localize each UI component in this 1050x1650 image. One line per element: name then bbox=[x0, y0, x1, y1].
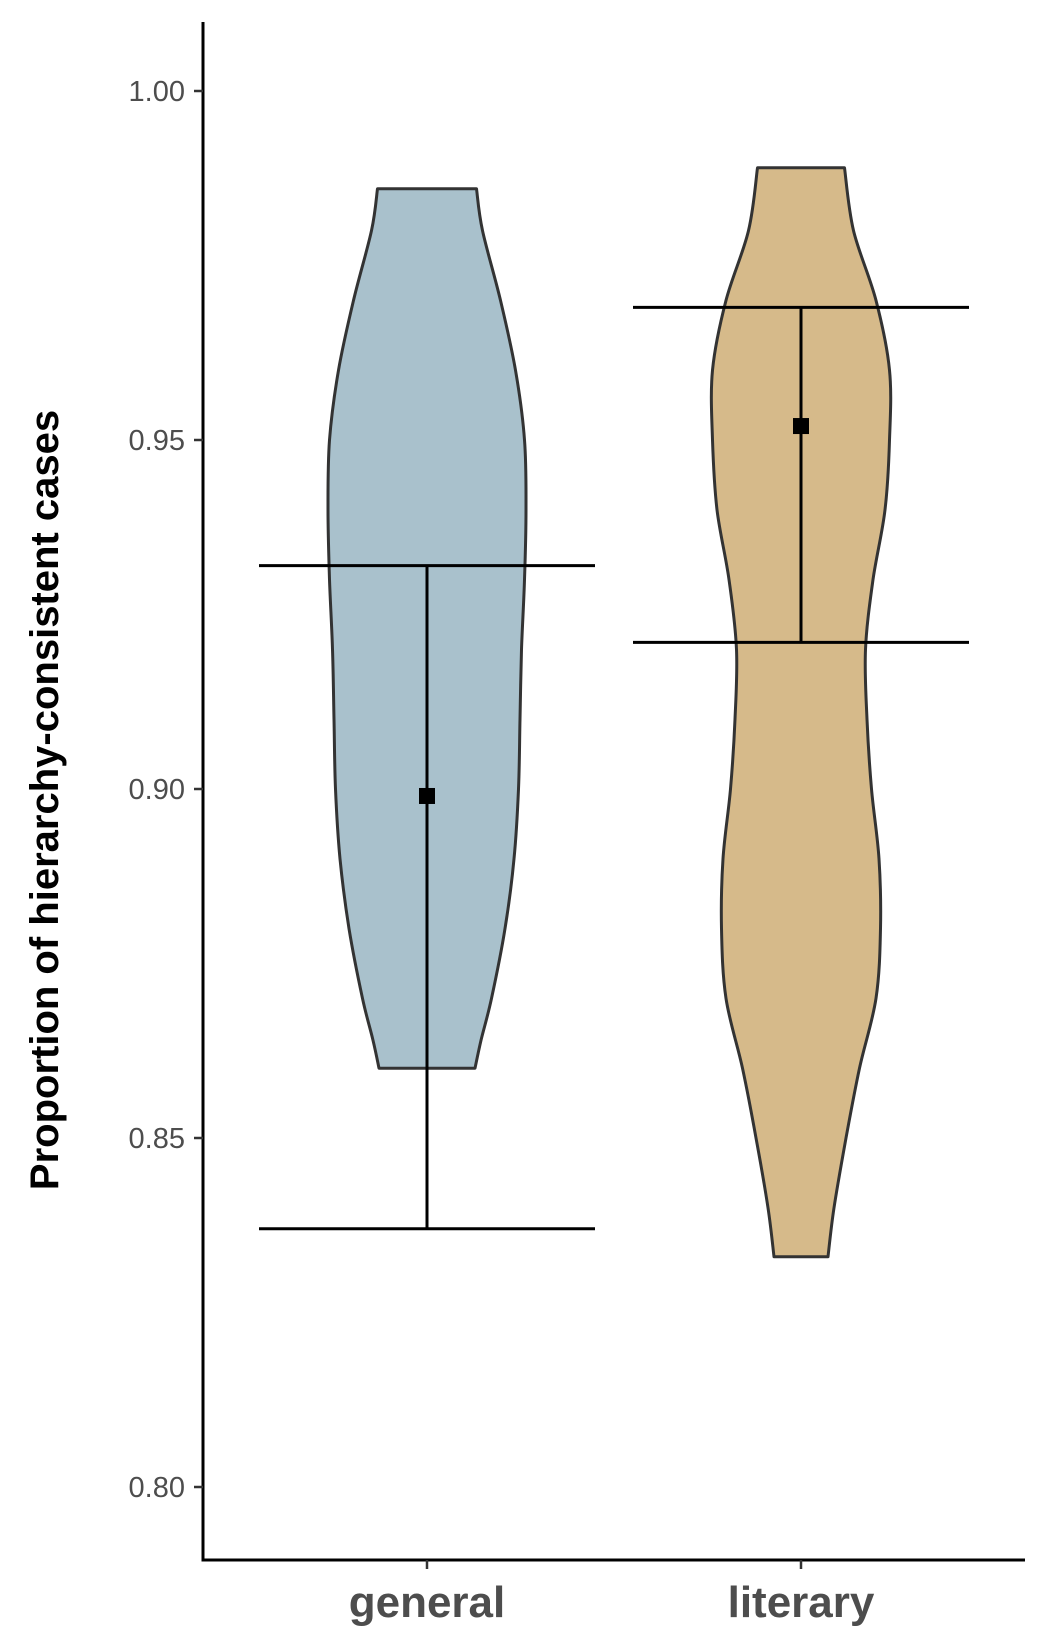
axes-layer: 0.80 0.85 0.90 0.95 1.00 general literary bbox=[129, 22, 1025, 1627]
y-tick-label: 0.80 bbox=[129, 1472, 185, 1504]
x-tick-label-general: general bbox=[349, 1578, 506, 1627]
mean-point-general bbox=[419, 787, 435, 804]
errorbar-layer bbox=[259, 305, 969, 1231]
y-tick-label: 0.95 bbox=[129, 425, 185, 457]
x-tick-label-literary: literary bbox=[728, 1578, 875, 1627]
mean-point-literary bbox=[793, 418, 809, 435]
violin-layer bbox=[326, 166, 893, 1259]
y-tick-label: 0.85 bbox=[129, 1123, 185, 1155]
y-axis-title: Proportion of hierarchy-consistent cases bbox=[23, 410, 67, 1190]
y-tick-label: 1.00 bbox=[129, 76, 185, 108]
y-tick-label: 0.90 bbox=[129, 774, 185, 806]
violin-literary bbox=[709, 166, 893, 1259]
